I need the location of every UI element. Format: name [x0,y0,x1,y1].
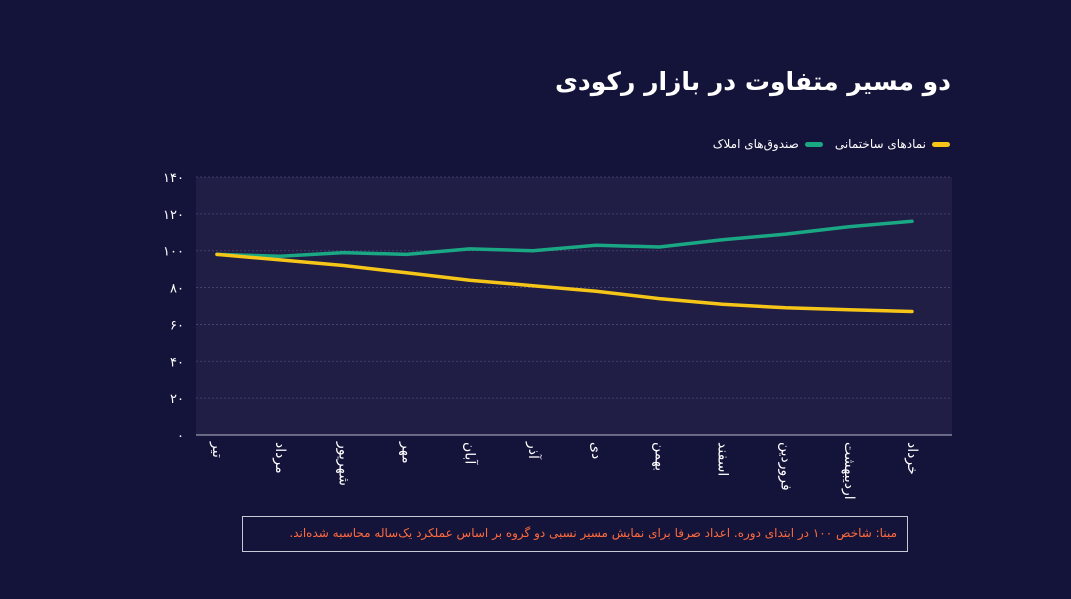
x-tick-label: مرداد [272,442,288,474]
legend-item-realestate: صندوق‌های املاک [713,134,823,154]
legend-label-construction: نمادهای ساختمانی [834,137,926,151]
series-line-realestate [215,219,914,258]
x-tick-label: بهمن [651,442,667,471]
series-lines [215,219,914,314]
x-tick-label: تیر [209,441,225,458]
x-tick-label: اسفند [714,442,730,476]
x-tick-label: شهریور [335,441,351,486]
x-tick-label: دی [588,442,604,459]
legend-swatch-construction [932,141,950,147]
grid-lines [196,176,952,399]
x-tick-label: آبان [462,442,479,465]
x-tick-label: فروردین [778,442,794,491]
x-tick-label: اردیبهشت [841,442,857,500]
legend-item-construction: نمادهای ساختمانی [835,134,950,154]
footnote-box: مبنا: شاخص ۱۰۰ در ابتدای دوره. اعداد صرف… [242,516,908,552]
y-tick-label: ۲۰ [170,392,184,407]
y-tick-label: ۱۴۰ [163,171,184,186]
legend-swatch-realestate [804,141,823,147]
y-tick-label: ۱۰۰ [163,245,184,260]
chart-legend: نمادهای ساختمانی صندوق‌های املاک [713,134,950,154]
x-tick-label: مهر [399,441,415,464]
y-tick-label: ۴۰ [170,355,184,370]
plot-area [196,177,952,435]
y-tick-label: ۶۰ [170,318,184,333]
y-tick-label: ۱۲۰ [163,208,184,223]
x-tick-label: خرداد [904,442,920,475]
x-tick-label: آذر [525,441,542,460]
y-tick-label: ۸۰ [170,282,184,297]
y-axis: ۰ ۲۰ ۴۰ ۶۰ ۸۰ ۱۰۰ ۱۲۰ ۱۴۰ [163,171,952,444]
x-axis: تیر مرداد شهریور مهر آبان آذر دی بهمن اسفند فرورد… [209,441,920,500]
chart-title: دو مسیر متفاوت در بازار رکودی [555,67,951,96]
legend-label-realestate: صندوق‌های املاک [712,137,799,151]
series-line-construction [215,252,914,314]
y-tick-label: ۰ [177,429,184,444]
